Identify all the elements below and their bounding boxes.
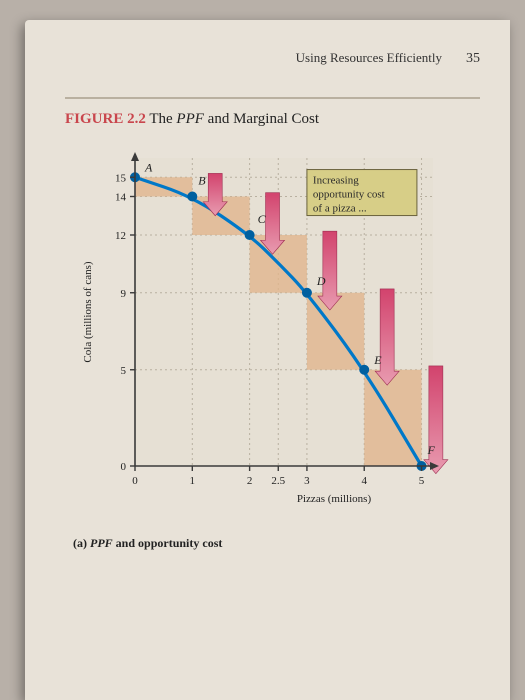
svg-text:Pizzas (millions): Pizzas (millions) (297, 493, 372, 505)
figure-title-suffix: and Marginal Cost (204, 111, 319, 127)
page: Using Resources Efficiently 35 FIGURE 2.… (25, 20, 510, 700)
subcaption-rest: and opportunity cost (113, 536, 223, 550)
svg-text:5: 5 (419, 475, 425, 487)
svg-text:C: C (258, 212, 267, 226)
svg-text:Increasing: Increasing (313, 175, 359, 187)
subcaption: (a) PPF and opportunity cost (73, 536, 480, 551)
page-number: 35 (466, 51, 480, 67)
svg-text:9: 9 (121, 288, 127, 300)
svg-text:opportunity cost: opportunity cost (313, 189, 385, 201)
chapter-title: Using Resources Efficiently (296, 50, 442, 66)
svg-text:12: 12 (115, 230, 126, 242)
svg-text:of a pizza ...: of a pizza ... (313, 203, 367, 215)
svg-text:2.5: 2.5 (271, 475, 285, 487)
svg-text:B: B (198, 174, 206, 188)
figure-title-prefix: The (149, 111, 176, 127)
svg-text:1: 1 (190, 475, 196, 487)
figure-title-italic: PPF (176, 111, 204, 127)
svg-text:Cola (millions of cans): Cola (millions of cans) (82, 261, 94, 362)
figure-title: FIGURE 2.2 The PPF and Marginal Cost (65, 111, 480, 128)
svg-text:2: 2 (247, 475, 253, 487)
svg-text:E: E (373, 353, 382, 367)
svg-text:0: 0 (132, 475, 138, 487)
figure-label: FIGURE 2.2 (65, 111, 146, 127)
svg-text:F: F (427, 443, 436, 457)
svg-text:3: 3 (304, 475, 310, 487)
svg-text:5: 5 (121, 365, 127, 377)
svg-text:D: D (316, 274, 326, 288)
svg-text:0: 0 (121, 461, 127, 473)
subcaption-italic: PPF (90, 536, 113, 550)
chart-svg: A B C D E F Increasing opportunity cost of a piz… (73, 146, 453, 526)
svg-text:14: 14 (115, 192, 127, 204)
svg-text:A: A (144, 160, 153, 174)
svg-text:4: 4 (361, 475, 367, 487)
figure-rule (65, 97, 480, 99)
page-header: Using Resources Efficiently 35 (65, 50, 480, 67)
figure-name: The PPF and Marginal Cost (149, 111, 319, 127)
svg-text:15: 15 (115, 172, 127, 184)
subcaption-label: (a) (73, 536, 87, 550)
ppf-chart: A B C D E F Increasing opportunity cost of a piz… (73, 146, 453, 526)
